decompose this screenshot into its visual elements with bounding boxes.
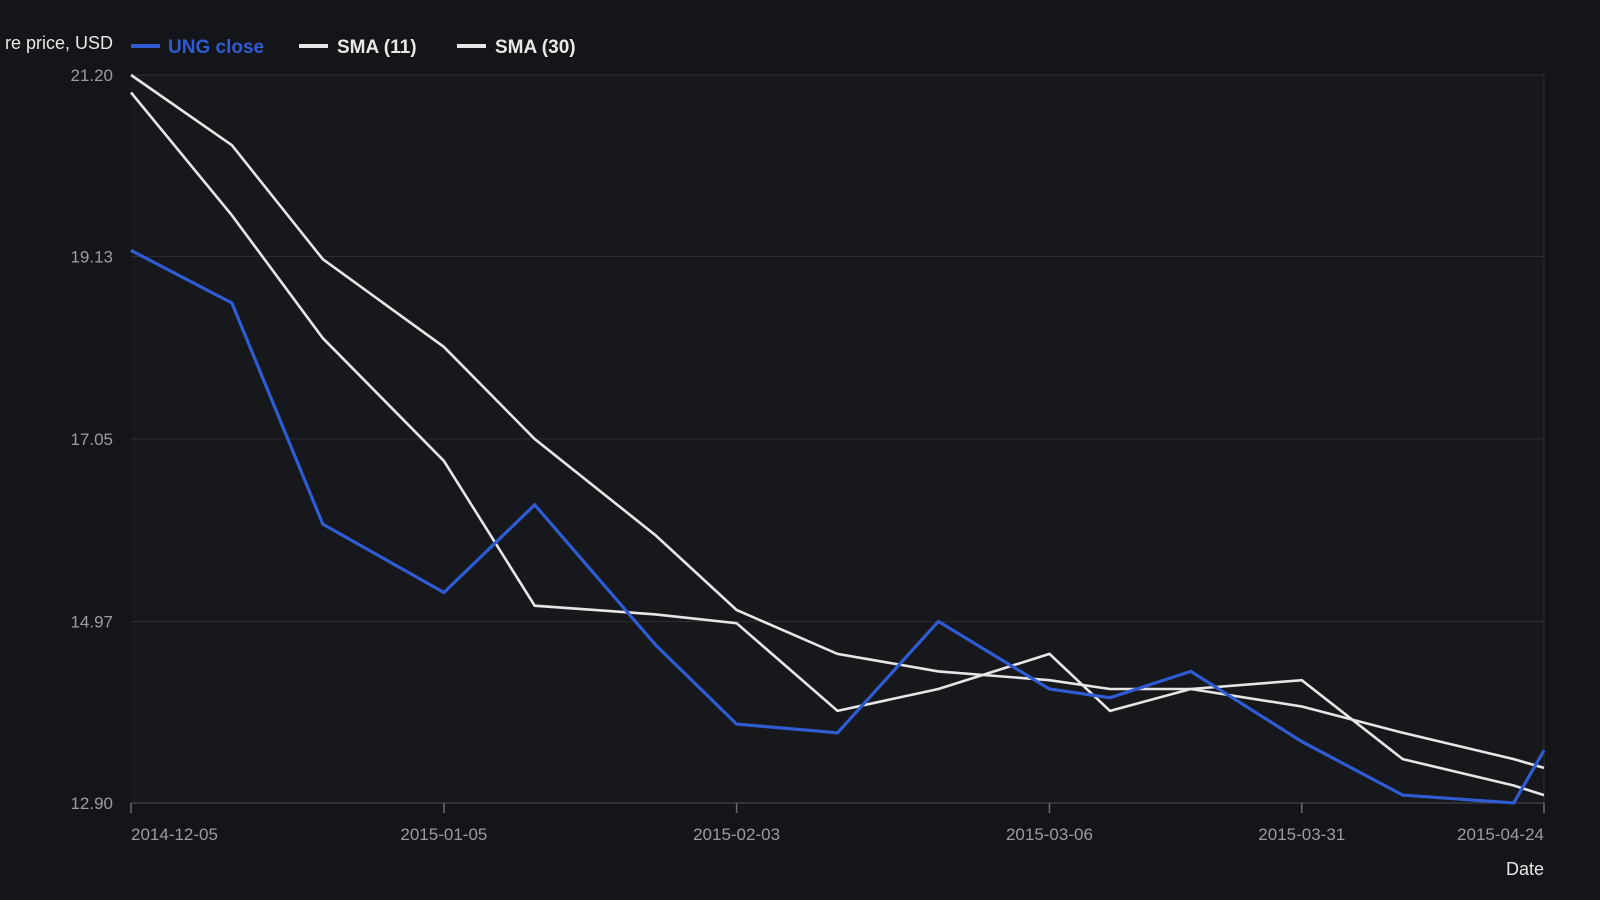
legend-label[interactable]: SMA (11) <box>337 37 417 58</box>
grid-lines <box>131 74 1545 803</box>
x-tick-label: 2015-04-24 <box>1457 825 1544 844</box>
legend-label[interactable]: SMA (30) <box>495 37 576 58</box>
series-line-sma-11 <box>129 91 1545 797</box>
x-tick-label: 2015-01-05 <box>400 825 487 844</box>
y-tick-label: 17.05 <box>70 430 113 449</box>
series-line-ung-close <box>130 248 1546 805</box>
legend-label[interactable]: UNG close <box>168 37 264 58</box>
y-axis-label: re price, USD <box>5 33 113 53</box>
x-axis-label: Date <box>1506 859 1544 879</box>
y-tick-label: 19.13 <box>70 248 113 267</box>
x-tick-label: 2014-12-05 <box>131 825 218 844</box>
y-tick-label: 21.20 <box>70 66 113 85</box>
y-tick-label: 12.90 <box>70 794 113 813</box>
axes: 12.90 14.97 17.05 19.13 21.20 2014-12-05 2015-… <box>70 66 1545 844</box>
x-tick-label: 2015-02-03 <box>693 825 780 844</box>
x-tick-label: 2015-03-31 <box>1258 825 1345 844</box>
y-tick-label: 14.97 <box>70 612 113 631</box>
legend: UNG close SMA (11) SMA (30) <box>131 37 576 58</box>
series-lines <box>129 73 1546 805</box>
x-tick-label: 2015-03-06 <box>1006 825 1093 844</box>
